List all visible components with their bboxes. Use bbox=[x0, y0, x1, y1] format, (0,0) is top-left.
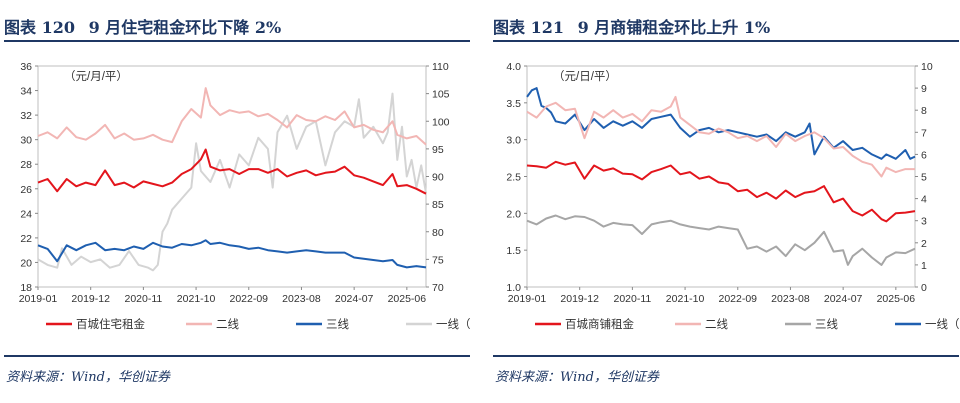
right-source: 资料来源：Wind，华创证券 bbox=[495, 370, 659, 385]
y-right-tick-label: 5 bbox=[921, 172, 927, 184]
unit-label: （元/月/平） bbox=[64, 70, 128, 83]
y-left-tick-label: 22 bbox=[20, 233, 32, 245]
y-right-tick-label: 0 bbox=[921, 282, 927, 294]
x-tick-label: 2024-07 bbox=[824, 293, 863, 305]
left-panel: 图表 120 9 月住宅租金环比下降 2% 18 20 22 24 26 28 30 32 34… bbox=[4, 0, 474, 403]
x-tick-label: 2019-12 bbox=[560, 293, 599, 305]
y-right-tick-label: 4 bbox=[921, 194, 927, 206]
right-chart: 1.0 1.5 2.0 2.5 3.0 3.5 4.0 0 1 2 3 4 5 6 7 8 9 10 2019-01… bbox=[506, 61, 959, 331]
y-left-tick-label: 18 bbox=[20, 282, 32, 294]
legend-label-1: 二线 bbox=[705, 317, 728, 331]
legend-label-2: 三线 bbox=[815, 317, 838, 331]
legend-label-0: 百城住宅租金 bbox=[76, 317, 145, 331]
x-tick-label: 2025-06 bbox=[388, 293, 427, 305]
y-right-tick-label: 3 bbox=[921, 216, 927, 228]
right-figure-heading: 9 月商铺租金环比上升 1% bbox=[577, 18, 771, 37]
series-line-2 bbox=[37, 239, 427, 269]
x-tick-label: 2023-08 bbox=[282, 293, 321, 305]
left-figure-label: 图表 120 bbox=[4, 18, 75, 37]
y-right-tick-label: 100 bbox=[432, 116, 450, 128]
left-title-rule bbox=[4, 40, 470, 42]
y-left-tick-label: 3.0 bbox=[506, 135, 521, 147]
y-left-tick-label: 3.5 bbox=[506, 98, 521, 110]
y-left-tick-label: 30 bbox=[20, 135, 32, 147]
left-bottom-rule bbox=[4, 355, 470, 357]
y-left-tick-label: 26 bbox=[20, 184, 32, 196]
x-tick-label: 2021-10 bbox=[177, 293, 216, 305]
series-line-0 bbox=[37, 148, 427, 195]
unit-label: （元/日/平） bbox=[553, 70, 617, 83]
right-panel: 图表 121 9 月商铺租金环比上升 1% 1.0 1.5 2.0 2.5 3.0 3.5… bbox=[493, 0, 960, 403]
left-source: 资料来源：Wind，华创证券 bbox=[6, 370, 170, 385]
y-left-tick-label: 34 bbox=[20, 86, 32, 98]
y-left-tick-label: 1.0 bbox=[506, 282, 521, 294]
right-figure-title: 图表 121 9 月商铺租金环比上升 1% bbox=[493, 14, 778, 38]
x-tick-label: 2019-01 bbox=[508, 293, 547, 305]
series-line-1 bbox=[37, 87, 427, 146]
series-line-3 bbox=[526, 87, 916, 160]
x-tick-label: 2023-08 bbox=[771, 293, 810, 305]
y-left-tick-label: 32 bbox=[20, 110, 32, 122]
y-right-tick-label: 110 bbox=[432, 61, 449, 73]
series-line-2 bbox=[526, 214, 916, 266]
y-left-tick-label: 2.5 bbox=[506, 172, 521, 184]
series-line-1 bbox=[526, 95, 915, 178]
y-right-tick-label: 7 bbox=[921, 127, 927, 139]
x-tick-label: 2020-11 bbox=[124, 293, 162, 305]
y-right-tick-label: 9 bbox=[921, 83, 927, 95]
y-left-tick-label: 4.0 bbox=[506, 61, 521, 73]
left-chart: 18 20 22 24 26 28 30 32 34 36 70 75 80 85 90 95 100 105 11… bbox=[19, 61, 470, 331]
legend-label-2: 三线 bbox=[326, 317, 349, 331]
x-tick-label: 2019-01 bbox=[19, 293, 58, 305]
x-tick-label: 2020-11 bbox=[613, 293, 651, 305]
y-right-tick-label: 85 bbox=[432, 199, 444, 211]
x-tick-label: 2024-07 bbox=[335, 293, 374, 305]
y-right-tick-label: 10 bbox=[921, 61, 933, 73]
y-right-tick-label: 95 bbox=[432, 144, 444, 156]
y-left-tick-label: 1.5 bbox=[506, 245, 521, 257]
y-right-tick-label: 75 bbox=[432, 254, 444, 266]
y-right-tick-label: 6 bbox=[921, 149, 927, 161]
legend-label-0: 百城商铺租金 bbox=[565, 317, 634, 331]
y-right-tick-label: 1 bbox=[921, 260, 927, 272]
y-left-tick-label: 24 bbox=[20, 208, 32, 220]
left-figure-title: 图表 120 9 月住宅租金环比下降 2% bbox=[4, 14, 289, 38]
y-right-tick-label: 80 bbox=[432, 227, 444, 239]
x-tick-label: 2025-06 bbox=[877, 293, 916, 305]
x-tick-label: 2022-09 bbox=[718, 293, 757, 305]
right-title-rule bbox=[493, 40, 959, 42]
y-left-tick-label: 28 bbox=[20, 159, 32, 171]
left-figure-heading: 9 月住宅租金环比下降 2% bbox=[88, 18, 282, 37]
y-left-tick-label: 20 bbox=[20, 257, 32, 269]
legend-label-1: 二线 bbox=[216, 317, 239, 331]
y-right-tick-label: 90 bbox=[432, 172, 444, 184]
y-left-tick-label: 36 bbox=[20, 61, 32, 73]
x-tick-label: 2022-09 bbox=[229, 293, 268, 305]
y-right-tick-label: 70 bbox=[432, 282, 444, 294]
legend-label-3: 一线（右轴） bbox=[925, 317, 959, 331]
x-tick-label: 2021-10 bbox=[666, 293, 705, 305]
series-line-0 bbox=[526, 160, 916, 223]
x-tick-label: 2019-12 bbox=[71, 293, 110, 305]
y-right-tick-label: 8 bbox=[921, 105, 927, 117]
right-bottom-rule bbox=[493, 355, 959, 357]
series-line-3 bbox=[37, 92, 427, 272]
y-right-tick-label: 105 bbox=[432, 89, 450, 101]
y-left-tick-label: 2.0 bbox=[506, 208, 521, 220]
y-right-tick-label: 2 bbox=[921, 238, 927, 250]
legend-label-3: 一线（右轴） bbox=[436, 317, 470, 331]
right-figure-label: 图表 121 bbox=[493, 18, 564, 37]
